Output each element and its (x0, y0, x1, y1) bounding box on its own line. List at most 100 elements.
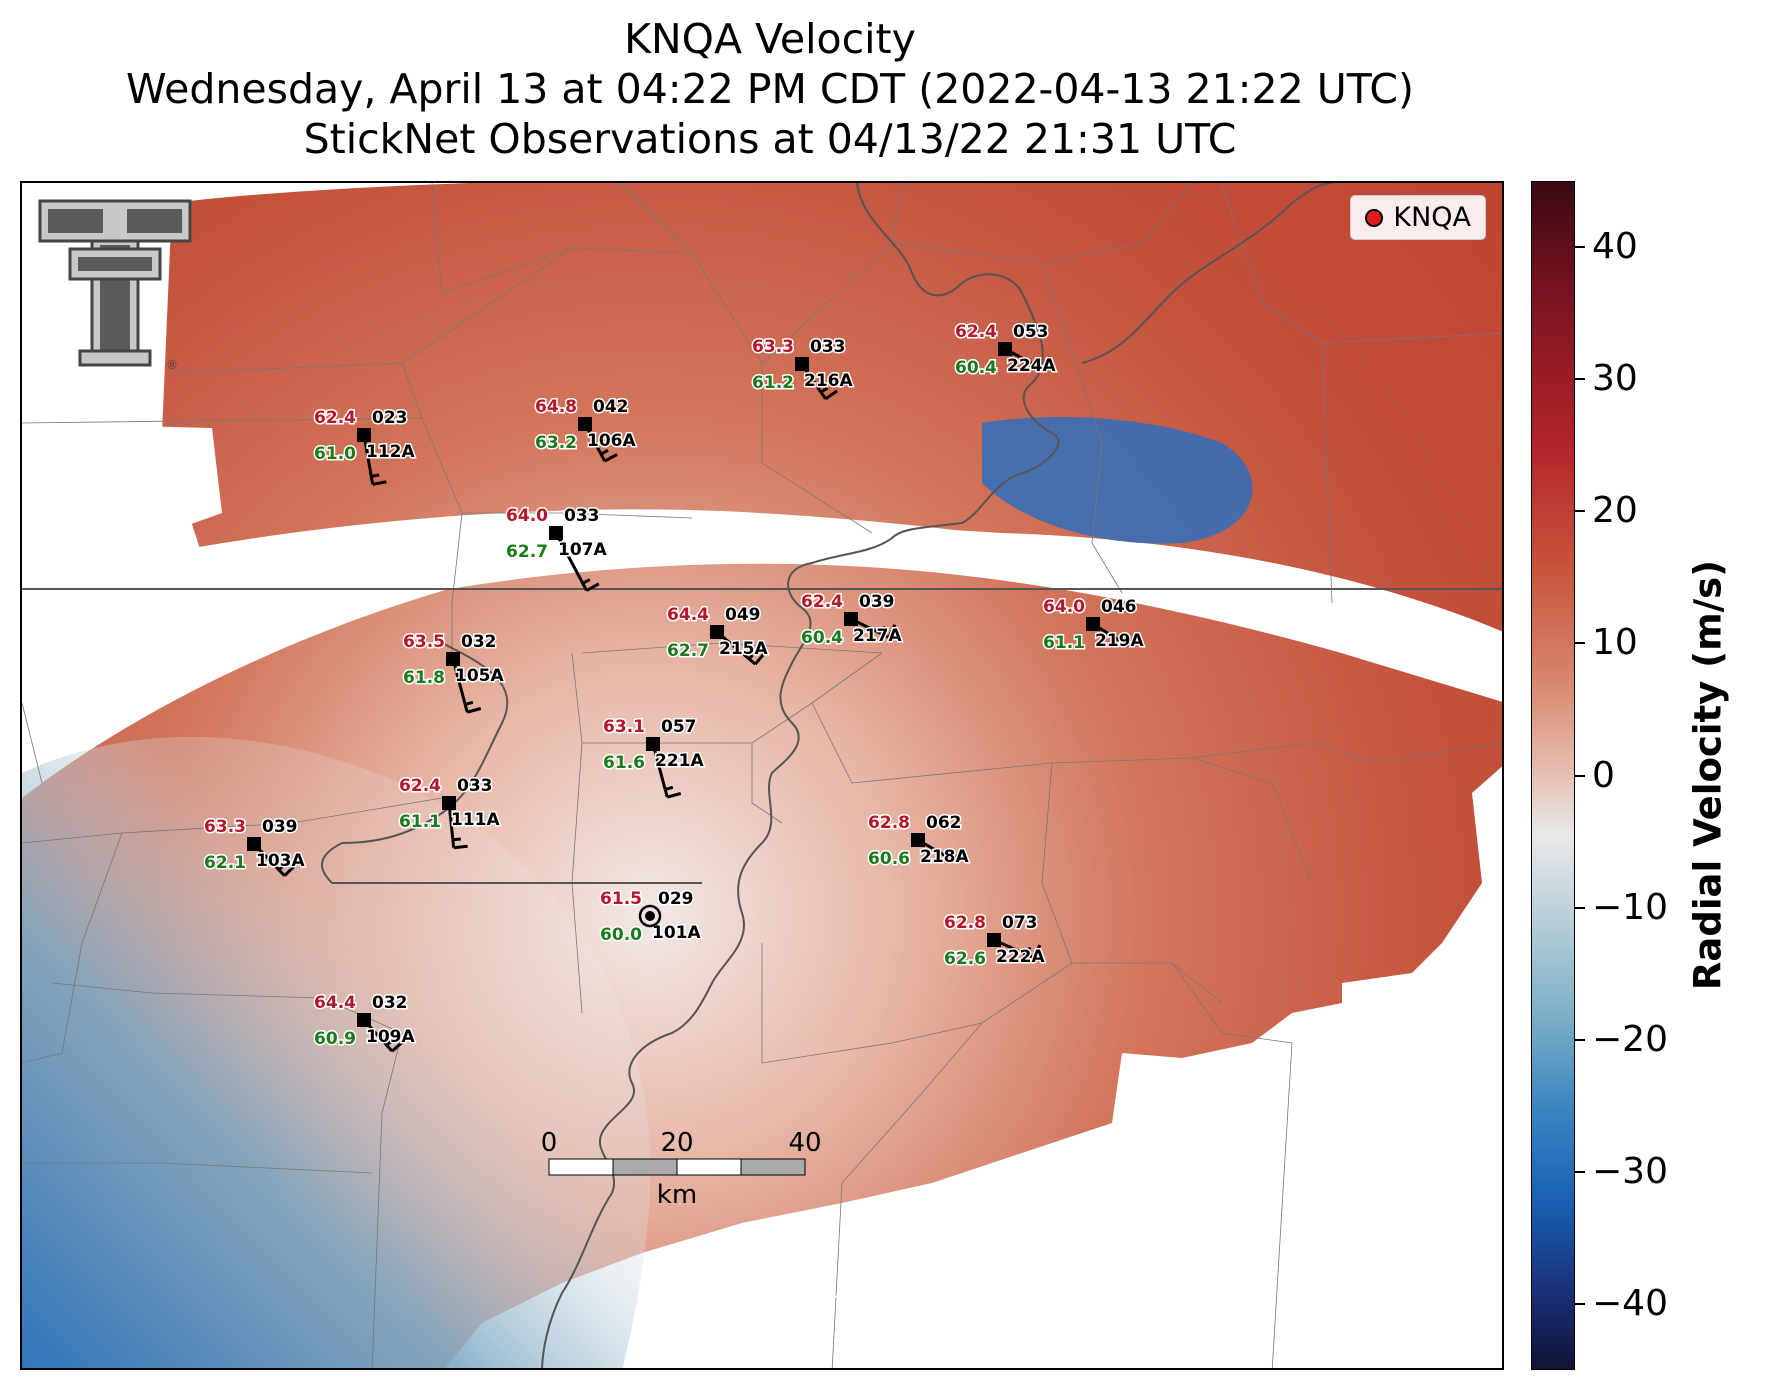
map-legend: KNQA (1350, 195, 1486, 240)
station-221A: 63.1 057 61.6 221A (602, 716, 706, 799)
station-marker (646, 737, 660, 751)
station-id: 215A (719, 639, 768, 659)
colorbar-tick-mark (1575, 510, 1585, 513)
rivers (321, 183, 1333, 1368)
station-222A: 62.8 073 62.6 222A (943, 912, 1047, 971)
station-dewpoint: 61.6 (603, 753, 645, 773)
station-dewpoint: 61.8 (403, 668, 445, 688)
station-dewpoint: 62.1 (204, 853, 246, 873)
logo-registered-mark: ® (166, 358, 178, 372)
station-105A: 63.5 032 61.8 105A (402, 631, 506, 714)
colorbar-tick-label: 20 (1592, 490, 1638, 532)
station-dewpoint: 61.1 (1043, 633, 1085, 653)
station-id: 101A (652, 923, 701, 943)
wind-barb-flag (1042, 356, 1052, 371)
station-wind-direction: 032 (461, 632, 497, 652)
colorbar-tick-mark (1575, 1302, 1585, 1305)
colorbar-title: Radial Velocity (m/s) (1686, 559, 1730, 991)
station-wind-direction: 032 (372, 993, 408, 1013)
station-id: 109A (366, 1027, 415, 1047)
station-temperature: 62.8 (868, 813, 910, 833)
station-marker (549, 526, 563, 540)
colorbar-tick-label: −10 (1592, 886, 1668, 928)
station-temperature: 62.4 (399, 776, 441, 796)
station-marker (578, 417, 592, 431)
station-218A: 62.8 062 60.6 218A (867, 812, 971, 871)
station-temperature: 64.0 (506, 506, 548, 526)
stations-layer: 62.4 023 61.0 112A 64.8 042 63.2 106A 63.3 033 61.… (203, 321, 1146, 1053)
station-215A: 64.4 049 62.7 215A (666, 604, 770, 666)
station-wind-direction: 049 (725, 605, 761, 625)
station-id: 107A (558, 540, 607, 560)
wind-barb-flag (824, 389, 838, 401)
wind-barb-flag (1032, 944, 1042, 959)
folded-region-ne (982, 417, 1253, 544)
station-id: 105A (455, 666, 504, 686)
station-dewpoint: 60.0 (600, 925, 642, 945)
station-marker (357, 428, 371, 442)
station-temperature: 63.1 (603, 717, 645, 737)
colorbar-tick-mark (1575, 1038, 1585, 1041)
wind-barb-half (1035, 358, 1042, 367)
wind-barb-flag (1127, 633, 1138, 648)
knqa-site-marker (638, 904, 662, 928)
wind-barb-half (820, 386, 829, 394)
station-id: 106A (587, 431, 636, 451)
radar-map: ® 62.4 023 61.0 112A 64.8 042 63.2 106A 63.3 033 6… (20, 181, 1504, 1370)
station-marker (442, 796, 456, 810)
colorbar-tick-mark (1575, 774, 1585, 777)
scale-label-20: 20 (660, 1128, 693, 1158)
wind-barb-flag (754, 652, 766, 666)
station-111A: 62.4 033 61.1 111A (398, 775, 502, 850)
radial-spike (761, 1142, 1083, 1344)
station-dewpoint: 63.2 (535, 433, 577, 453)
wind-barb (554, 532, 588, 592)
colorbar-tick-mark (1575, 642, 1585, 645)
wind-barb-half (452, 837, 461, 842)
station-wind-direction: 073 (1002, 913, 1038, 933)
station-temperature: 64.8 (535, 397, 577, 417)
scale-label-0: 0 (541, 1128, 558, 1158)
station-marker (987, 933, 1001, 947)
station-id: 217A (853, 626, 902, 646)
station-marker (357, 1013, 371, 1027)
station-temperature: 63.5 (403, 632, 445, 652)
station-dewpoint: 61.1 (399, 812, 441, 832)
wind-barb-half (600, 448, 609, 456)
wind-barb-half (664, 785, 674, 791)
wind-barb-half (371, 473, 380, 478)
wind-barb-flag (453, 844, 468, 850)
wind-barb-half (464, 700, 474, 706)
station-dewpoint: 60.6 (868, 849, 910, 869)
station-wind-direction: 023 (372, 408, 408, 428)
station-id: 216A (804, 371, 853, 391)
station-id: 218A (920, 847, 969, 867)
wind-barb (451, 658, 469, 713)
title-line-3: StickNet Observations at 04/13/22 21:31 … (303, 115, 1237, 163)
station-temperature: 64.4 (667, 605, 709, 625)
station-id: 224A (1007, 356, 1056, 376)
wind-barb-half (582, 578, 591, 585)
station-106A: 64.8 042 63.2 106A (534, 396, 638, 463)
station-112A: 62.4 023 61.0 112A (313, 407, 417, 486)
velocity-colorbar (1531, 181, 1575, 1370)
station-107A: 64.0 033 62.7 107A (505, 505, 609, 592)
colorbar-tick-mark (1575, 906, 1585, 909)
station-wind-direction: 046 (1101, 597, 1137, 617)
station-dewpoint: 60.4 (801, 628, 843, 648)
wind-barb-half (1120, 634, 1128, 643)
station-wind-direction: 053 (1013, 322, 1049, 342)
station-id: 111A (451, 810, 500, 830)
texas-tech-logo: ® (38, 199, 192, 372)
wind-barb-flag (585, 582, 600, 592)
station-224A: 62.4 053 60.4 224A (954, 321, 1058, 380)
wind-barb-half (946, 849, 953, 858)
station-temperature: 62.4 (801, 592, 843, 612)
colorbar-tick-label: −40 (1592, 1282, 1668, 1324)
station-wind-direction: 039 (262, 817, 298, 837)
station-id: 112A (366, 442, 415, 462)
station-101A: 61.5 029 60.0 101A (599, 888, 703, 947)
wind-barb-half (385, 1038, 394, 1047)
scale-bar: 0 20 40 km (541, 1128, 822, 1210)
station-219A: 64.0 046 61.1 219A (1042, 596, 1146, 655)
